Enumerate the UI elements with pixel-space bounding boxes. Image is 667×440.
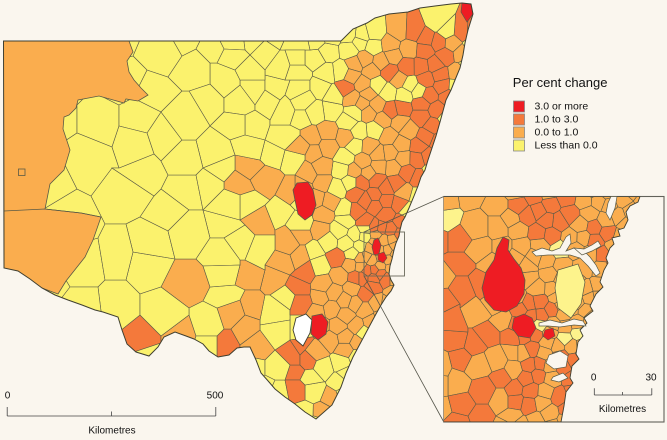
svg-text:1.0 to 3.0: 1.0 to 3.0 xyxy=(535,114,579,126)
svg-text:3.0 or more: 3.0 or more xyxy=(535,101,589,113)
svg-text:Kilometres: Kilometres xyxy=(88,426,135,436)
svg-text:Per cent change: Per cent change xyxy=(513,75,608,90)
svg-text:0: 0 xyxy=(5,391,11,402)
svg-text:30: 30 xyxy=(645,373,657,384)
svg-text:0.0 to 1.0: 0.0 to 1.0 xyxy=(535,127,579,139)
svg-text:Less than 0.0: Less than 0.0 xyxy=(535,140,598,152)
svg-text:500: 500 xyxy=(207,391,224,402)
svg-text:0: 0 xyxy=(591,373,597,384)
svg-text:Kilometres: Kilometres xyxy=(599,404,646,415)
